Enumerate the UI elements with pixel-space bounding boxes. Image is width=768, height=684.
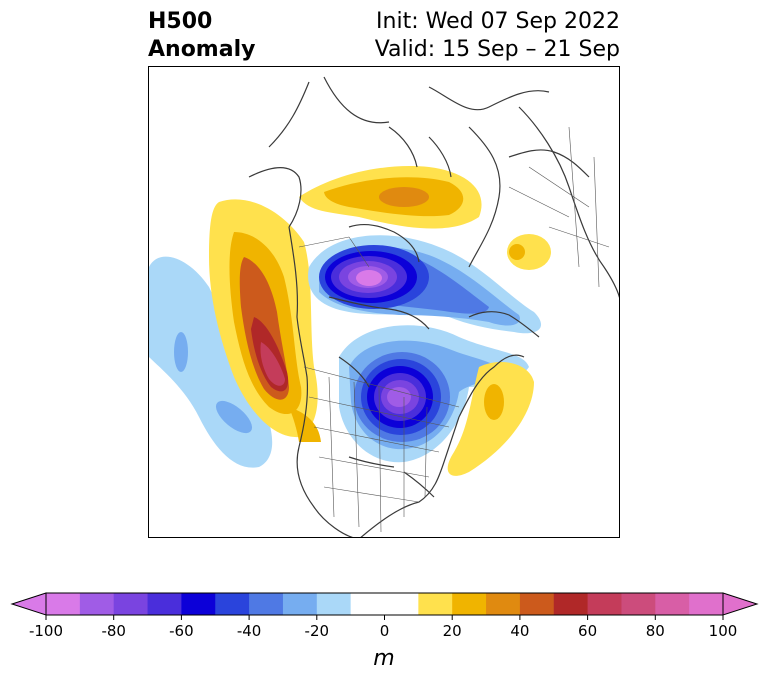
- title-line-2: Anomaly: [148, 37, 256, 62]
- colorbar-segment: [215, 593, 250, 615]
- colorbar-segment: [249, 593, 284, 615]
- colorbar-segment: [452, 593, 487, 615]
- map-svg: [149, 76, 619, 537]
- colorbar-tick-label: 100: [709, 622, 738, 640]
- colorbar-tick-label: 20: [443, 622, 462, 640]
- valid-range: Valid: 15 Sep – 21 Sep: [374, 37, 620, 62]
- colorbar-segment: [689, 593, 724, 615]
- colorbar-segment: [113, 593, 149, 615]
- arctic-ridge: [299, 166, 551, 270]
- coastlines: [248, 76, 619, 537]
- colorbar-tick-label: -80: [101, 622, 126, 640]
- colorbar-svg: -100 -80 -60 -40 -20 0 20 40 60 80 100: [10, 592, 759, 640]
- colorbar-segment: [587, 593, 622, 615]
- colorbar-tick-label: 40: [510, 622, 529, 640]
- colorbar-segment: [147, 593, 182, 615]
- colorbar-tick-label: 0: [380, 622, 390, 640]
- colorbar-tick-label: 80: [646, 622, 665, 640]
- colorbar-segment: [655, 593, 690, 615]
- west-coast-ridge: [209, 199, 321, 442]
- colorbar-segment: [519, 593, 555, 615]
- northern-low: [308, 235, 542, 334]
- date-info: Init: Wed 07 Sep 2022 Valid: 15 Sep – 21…: [375, 8, 620, 64]
- colorbar-segment: [553, 593, 589, 615]
- colorbar-segment: [350, 593, 419, 615]
- unit-label: m: [373, 646, 395, 671]
- colorbar-segment: [621, 593, 656, 615]
- colorbar-segment: [316, 593, 352, 615]
- colorbar-segment: [282, 593, 318, 615]
- colorbar-tick-label: -60: [169, 622, 194, 640]
- anomaly-map: [148, 66, 620, 538]
- colorbar-segment: [79, 593, 115, 615]
- colorbar: -100 -80 -60 -40 -20 0 20 40 60 80 100: [0, 580, 768, 680]
- colorbar-segment: [46, 593, 81, 615]
- eastern-low: [339, 325, 529, 463]
- colorbar-segment: [181, 593, 216, 615]
- colorbar-tick-label: 60: [578, 622, 597, 640]
- colorbar-segment: [486, 593, 521, 615]
- init-date: Init: Wed 07 Sep 2022: [376, 9, 620, 34]
- colorbar-extend-high: [722, 592, 759, 616]
- pacific-low-anomaly: [149, 256, 273, 468]
- atlantic-ridge: [447, 362, 534, 476]
- colorbar-segment: [418, 593, 453, 615]
- political-boundaries: [298, 126, 610, 533]
- colorbar-tick-label: -40: [237, 622, 262, 640]
- colorbar-tick-label: -100: [29, 622, 63, 640]
- chart-title: H500 Anomaly: [148, 8, 255, 64]
- colorbar-tick-label: -20: [305, 622, 330, 640]
- title-line-1: H500: [148, 9, 213, 34]
- colorbar-extend-low: [10, 592, 47, 616]
